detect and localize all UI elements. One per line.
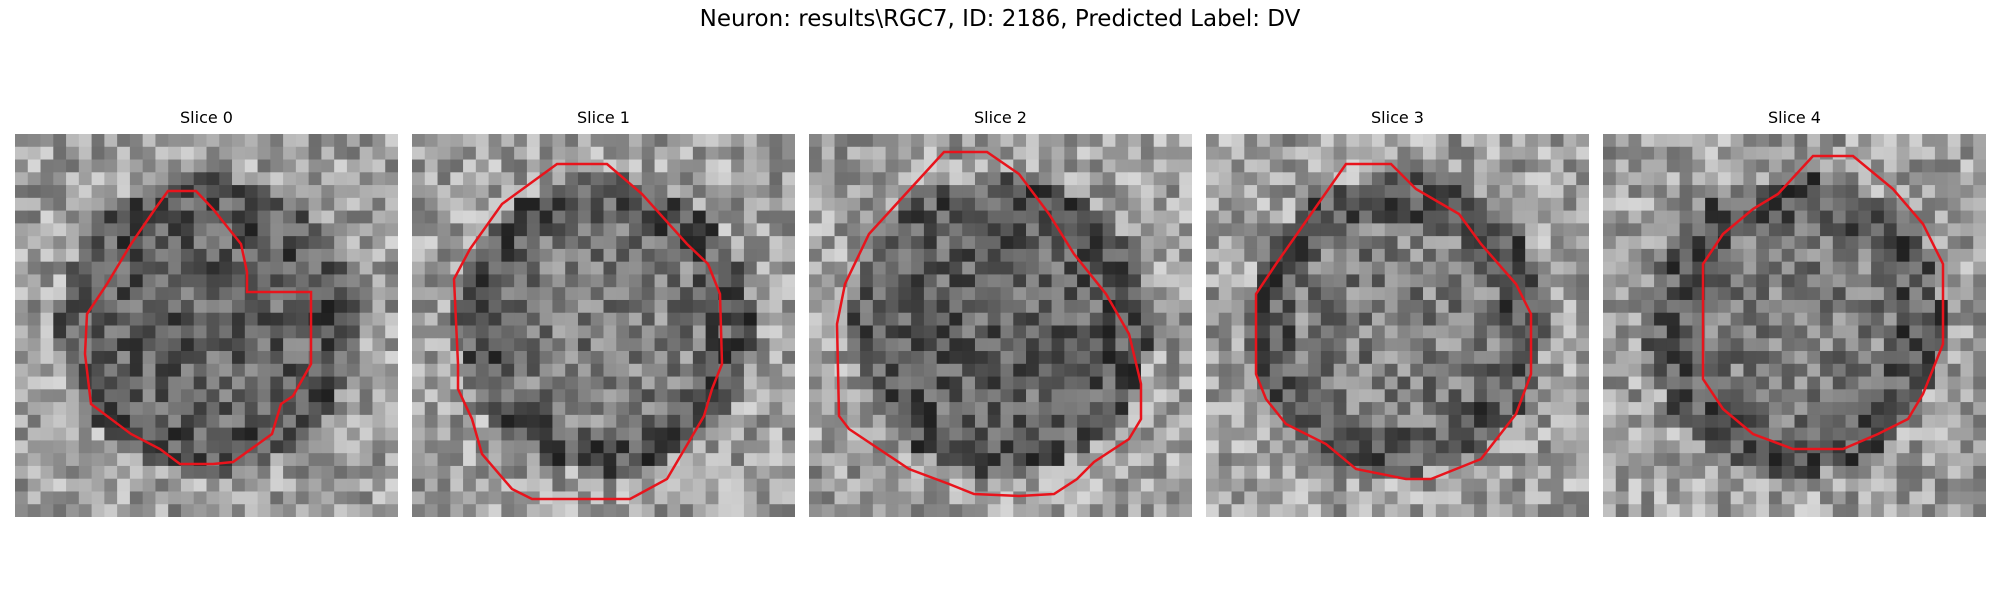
slice-title: Slice 3 [1371,108,1424,127]
figure-title: Neuron: results\RGC7, ID: 2186, Predicte… [699,6,1301,32]
roi-contour [835,150,1143,498]
slice-title: Slice 2 [974,108,1027,127]
slice-image-0 [15,134,398,517]
slice-title: Slice 1 [577,108,630,127]
slice-image-1 [412,134,795,517]
roi-contour [1701,154,1945,451]
roi-contour [452,162,724,501]
slice-title: Slice 4 [1768,108,1821,127]
pixel-grid [412,134,795,517]
pixel-grid [809,134,1192,517]
slice-image-3 [1206,134,1589,517]
roi-contour [83,189,313,466]
slice-image-2 [809,134,1192,517]
slice-image-4 [1603,134,1986,517]
pixel-grid [15,134,398,517]
roi-contour [1254,162,1533,481]
pixel-grid [1603,134,1986,517]
slice-title: Slice 0 [180,108,233,127]
pixel-grid [1206,134,1589,517]
